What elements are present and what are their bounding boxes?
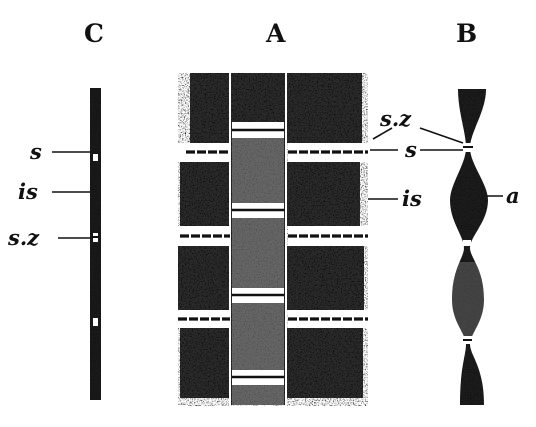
panel-letter-b: B	[456, 19, 477, 48]
fibril-c	[90, 88, 101, 400]
label-a-is: is	[402, 186, 422, 211]
panel-letter-a: A	[265, 19, 286, 48]
leader-b-sz	[419, 127, 464, 144]
panel-letter-c: C	[84, 19, 104, 48]
label-b-a: a	[506, 183, 520, 208]
fibril-b	[448, 89, 490, 405]
fibre-bundle-a	[178, 73, 368, 407]
label-c-s: s	[29, 139, 42, 164]
label-c-sz: s.z	[7, 225, 40, 250]
label-a-s: s	[404, 137, 417, 162]
leader-a-sz	[372, 127, 393, 140]
label-sz-shared: s.z	[379, 106, 412, 131]
label-c-is: is	[18, 179, 38, 204]
